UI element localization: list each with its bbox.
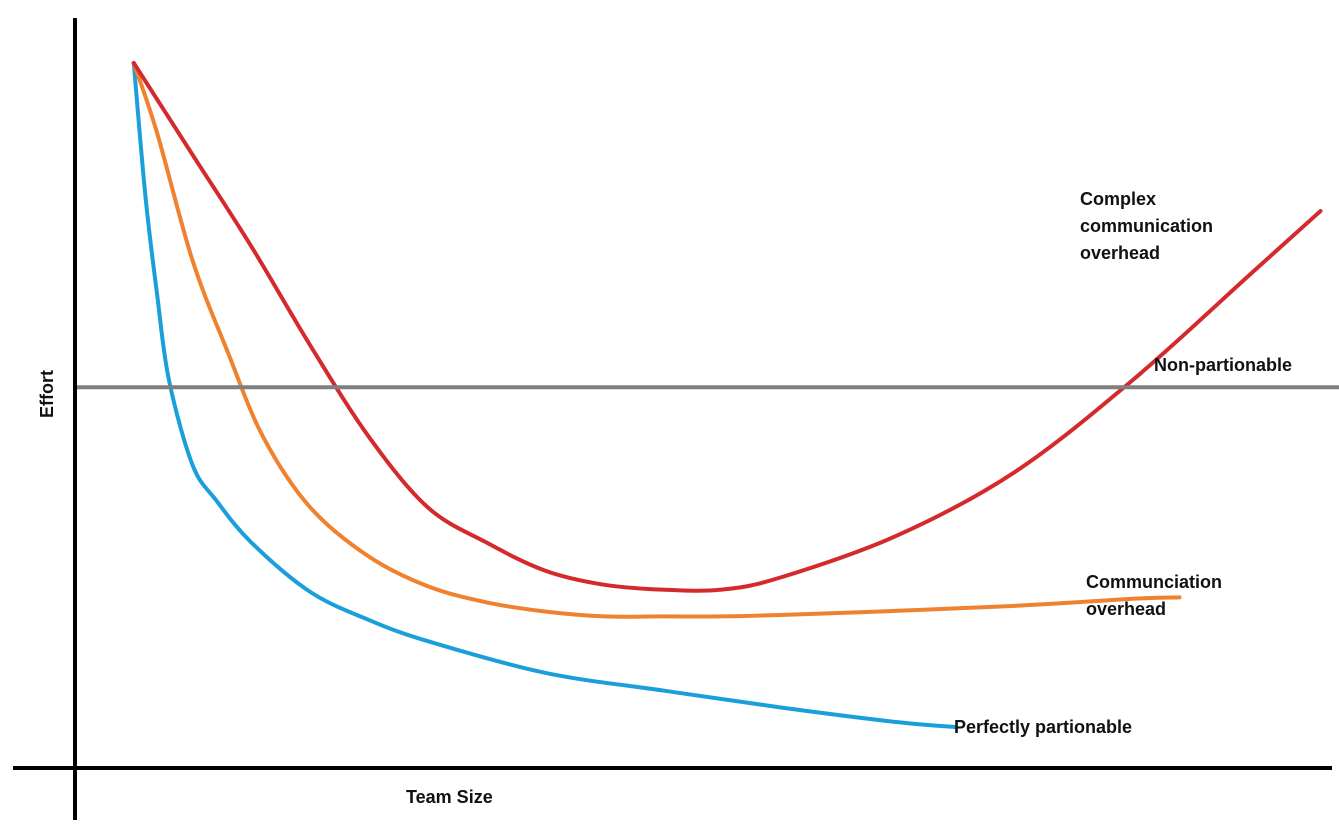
series-label-line: Non-partionable: [1154, 355, 1292, 375]
y-axis-label: Effort: [37, 370, 57, 418]
x-axis-label: Team Size: [406, 787, 493, 807]
series-label-line: Perfectly partionable: [954, 717, 1132, 737]
series-label-communciation-overhead: Communciation overhead: [1086, 572, 1222, 619]
series-line-complex-communication-overhead: [131, 61, 1323, 593]
series-label-line: overhead: [1086, 599, 1166, 619]
series-label-line: Complex: [1080, 189, 1156, 209]
series-layer: [73, 61, 1339, 730]
series-label-line: Communciation: [1086, 572, 1222, 592]
series-label-complex-communication-overhead: Complex communication overhead: [1080, 189, 1213, 263]
series-label-non-partionable: Non-partionable: [1154, 355, 1292, 375]
series-line-perfectly-partionable: [131, 61, 959, 730]
series-label-perfectly-partionable: Perfectly partionable: [954, 717, 1132, 737]
series-line-communciation-overhead: [131, 61, 1182, 619]
label-layer: Perfectly partionable Communciation overhe…: [954, 189, 1292, 737]
series-label-line: overhead: [1080, 243, 1160, 263]
series-label-line: communication: [1080, 216, 1213, 236]
